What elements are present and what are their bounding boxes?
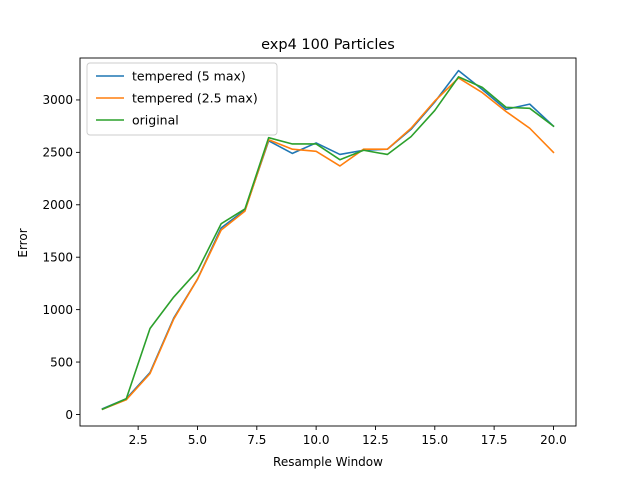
y-tick-label: 0 xyxy=(65,408,73,422)
legend-label-2: original xyxy=(132,113,179,128)
x-tick-label: 7.5 xyxy=(247,433,266,447)
x-tick-label: 5.0 xyxy=(188,433,207,447)
legend-label-0: tempered (5 max) xyxy=(132,69,246,84)
x-tick-label: 15.0 xyxy=(421,433,448,447)
x-tick-label: 17.5 xyxy=(481,433,508,447)
axes-frame xyxy=(79,57,577,427)
series-line-2 xyxy=(101,76,555,411)
x-tick-label: 10.0 xyxy=(303,433,330,447)
x-tick-label: 20.0 xyxy=(540,433,567,447)
plot-area xyxy=(101,69,555,411)
y-axis-label: Error xyxy=(16,228,30,257)
legend: tempered (5 max) tempered (2.5 max) origin… xyxy=(86,62,278,136)
y-tick-label: 3000 xyxy=(42,93,73,107)
y-tick-label: 2000 xyxy=(42,198,73,212)
x-tick-label: 12.5 xyxy=(362,433,389,447)
y-tick-label: 2500 xyxy=(42,146,73,160)
y-tick-label: 1500 xyxy=(42,251,73,265)
axes: 2.5 5.0 7.5 10.0 12.5 15.0 17.5 20.0 0 500 1000 150… xyxy=(42,57,577,447)
x-axis-label: Resample Window xyxy=(273,455,383,469)
legend-label-1: tempered (2.5 max) xyxy=(132,91,258,106)
legend-box xyxy=(86,62,278,136)
chart-title: exp4 100 Particles xyxy=(261,37,395,53)
series-line-1 xyxy=(101,77,555,411)
x-tick-label: 2.5 xyxy=(129,433,148,447)
y-tick-label: 1000 xyxy=(42,303,73,317)
y-tick-label: 500 xyxy=(50,355,73,369)
